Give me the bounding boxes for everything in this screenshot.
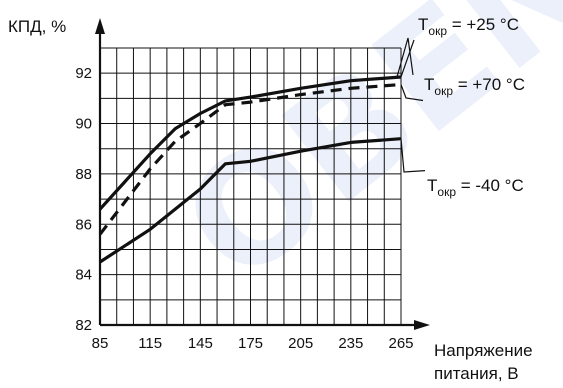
y-tick-label: 86 [75,216,92,233]
tick-labels: 85 115 145 175 205 235 265 82 84 86 88 90 92 [75,65,413,352]
svg-text:Tокр = -40 °C: Tокр = -40 °C [427,176,524,199]
series-line-minus40 [99,137,402,264]
series-line-plus70 [98,82,402,236]
axes [95,18,430,330]
x-axis-title-line2: питания, В [434,364,519,383]
legend-label-25: Tокр = +25 °C [418,15,519,38]
legend-leaders [396,37,426,173]
y-tick-label: 90 [75,116,92,133]
svg-text:Tокр = +70 °C: Tокр = +70 °C [424,75,525,98]
x-tick-label: 145 [188,335,213,352]
x-tick-label: 265 [388,335,413,352]
series-group [98,75,402,264]
x-tick-label: 115 [138,335,162,352]
x-tick-label: 235 [338,335,363,352]
y-tick-label: 84 [75,267,92,284]
y-axis-title: КПД, % [8,17,66,36]
legend-label-70: Tокр = +70 °C [424,75,525,98]
series-line-plus25 [98,75,402,211]
svg-text:Tокр = +25 °C: Tокр = +25 °C [418,15,519,38]
leader-plus25-tail [400,39,415,78]
x-tick-label: 175 [238,335,263,352]
y-tick-label: 88 [75,166,92,183]
leader-plus70 [400,84,424,102]
y-tick-label: 82 [75,317,92,334]
x-axis-title-line1: Напряжение [434,341,533,360]
leader-plus25 [396,37,414,78]
x-tick-label: 205 [288,335,313,352]
x-tick-label: 85 [92,335,109,352]
leader-minus40 [400,138,426,173]
y-axis-arrow [95,18,105,34]
x-axis-arrow [414,320,430,330]
legend-label-minus40: Tокр = -40 °C [427,176,524,199]
y-tick-label: 92 [75,65,92,82]
grid [100,47,402,325]
